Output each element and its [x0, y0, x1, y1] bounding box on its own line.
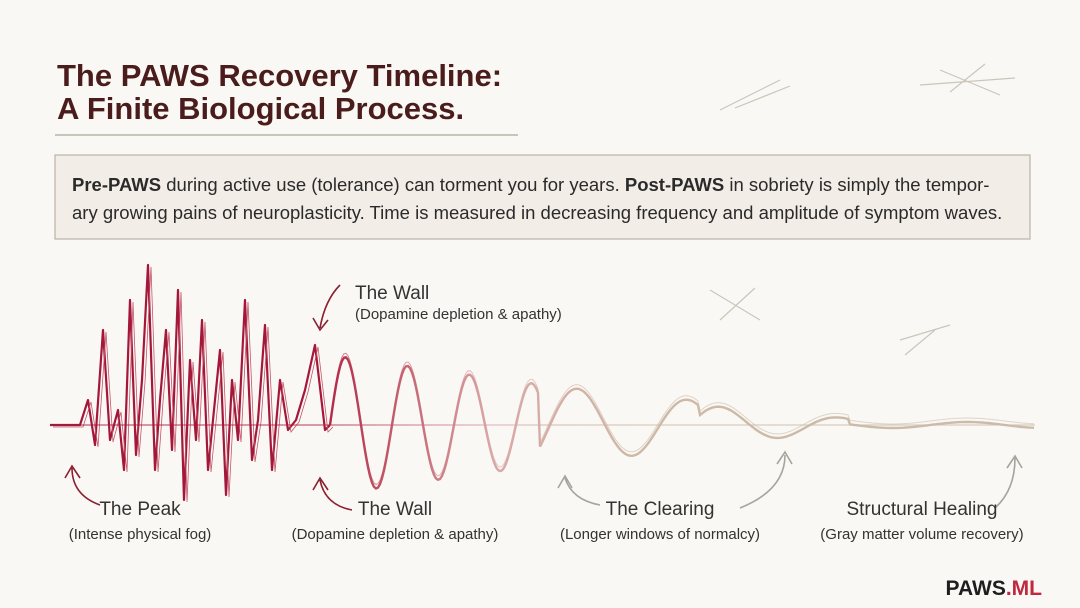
- title-line: A Finite Biological Process.: [57, 91, 464, 126]
- annotation-title: The Wall: [358, 499, 432, 520]
- annotation-subtitle: (Dopamine depletion & apathy): [292, 526, 499, 543]
- logo: PAWS.ML: [946, 577, 1043, 600]
- decorative-scribbles: [709, 63, 1016, 356]
- wave-smooth: [328, 355, 1035, 490]
- annotation-subtitle: (Longer windows of normalcy): [560, 526, 760, 543]
- annotation-title: Structural Healing: [846, 499, 997, 520]
- logo-suffix: .ML: [1006, 577, 1042, 600]
- wave-spikes-shadow: [53, 266, 334, 503]
- annotation-title: The Clearing: [606, 499, 715, 520]
- wave-spikes: [50, 263, 331, 502]
- arrows: [557, 450, 1023, 509]
- callout-segment: during active use (tolerance) can tormen…: [161, 174, 625, 195]
- annotation-title: The Wall: [355, 283, 429, 304]
- annotation-title: The Peak: [99, 499, 181, 520]
- wave-smooth-echo: [329, 352, 1035, 486]
- arrows: [64, 284, 353, 511]
- callout-segment: in sobriety is simply the tempor-: [724, 174, 989, 195]
- annotation-subtitle: (Dopamine depletion & apathy): [355, 306, 562, 323]
- logo-main: PAWS: [946, 577, 1006, 600]
- callout-box: [54, 154, 1031, 240]
- symptom-wave: [50, 263, 1035, 503]
- callout-line: Pre-PAWS during active use (tolerance) c…: [72, 174, 989, 195]
- title-line: The PAWS Recovery Timeline:: [57, 58, 502, 93]
- callout-segment: ary growing pains of neuroplasticity. Ti…: [72, 202, 1002, 223]
- callout-segment: Pre-PAWS: [72, 174, 161, 195]
- callout-segment: Post-PAWS: [625, 174, 724, 195]
- callout-line: ary growing pains of neuroplasticity. Ti…: [72, 202, 1002, 223]
- annotation-subtitle: (Intense physical fog): [69, 526, 212, 543]
- annotation-subtitle: (Gray matter volume recovery): [820, 526, 1023, 543]
